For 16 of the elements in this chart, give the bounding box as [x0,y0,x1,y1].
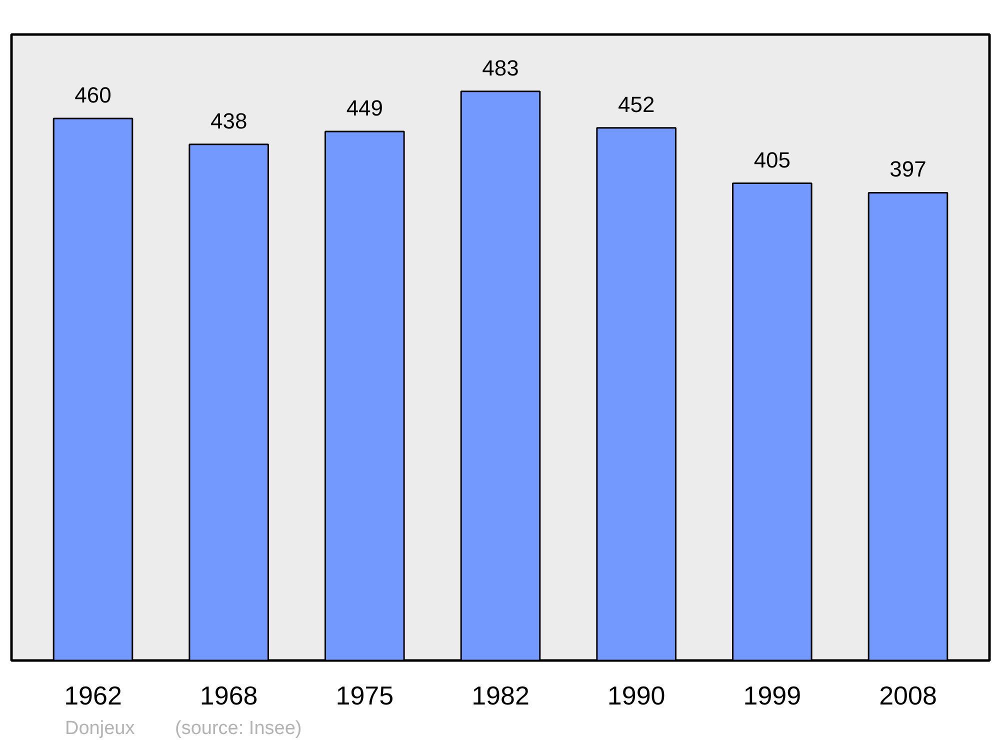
x-tick-label: 1968 [200,680,258,710]
data-label: 452 [618,92,655,117]
data-label: 483 [482,55,519,80]
data-label: 460 [74,82,112,108]
x-tick-label: 2008 [879,680,937,710]
text: (source: Insee) [175,717,302,741]
x-tick-label: 1982 [472,680,530,710]
text: Donjeux [65,717,135,741]
x-tick-label: 1999 [743,680,802,710]
data-label: 449 [346,95,384,120]
x-tick-label: 1975 [336,680,394,710]
x-tick-label: 1990 [607,680,666,710]
data-label: 405 [754,147,791,172]
data-label: 438 [210,108,248,134]
x-tick-label: 1962 [64,680,122,710]
data-label: 397 [890,156,926,182]
